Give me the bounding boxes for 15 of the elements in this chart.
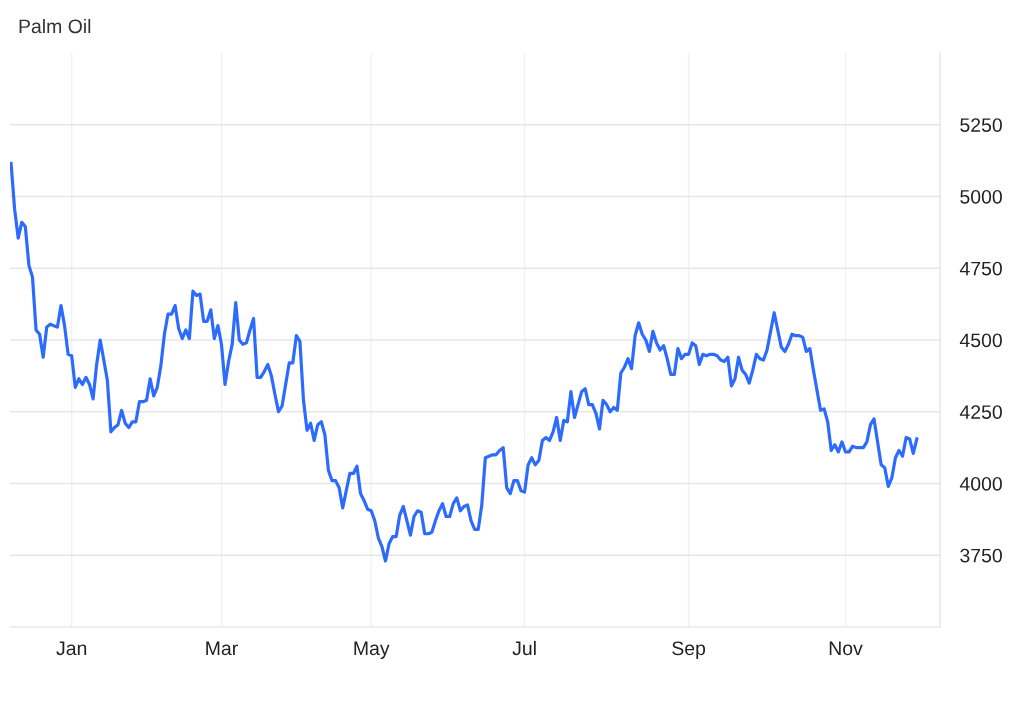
x-tick-label: Sep <box>672 641 706 660</box>
x-tick-label: Mar <box>206 641 238 656</box>
y-tick-label: 3750 <box>960 548 1002 563</box>
x-tick-label: Nov <box>829 641 863 656</box>
y-tick-label: 4750 <box>959 261 1002 276</box>
y-tick-label: 4000 <box>959 476 1002 491</box>
y-tick-label: 5000 <box>960 189 1002 204</box>
y-tick-label: 5250 <box>960 118 1002 132</box>
line-series <box>10 161 919 563</box>
y-tick-label: 4500 <box>959 333 1002 348</box>
x-tick-label: Jul <box>512 640 536 656</box>
x-tick-label: Jan <box>56 641 87 656</box>
y-tick-label: 4250 <box>959 405 1002 419</box>
chart-title: Palm Oil <box>19 18 91 34</box>
x-tick-label: May <box>354 641 390 660</box>
